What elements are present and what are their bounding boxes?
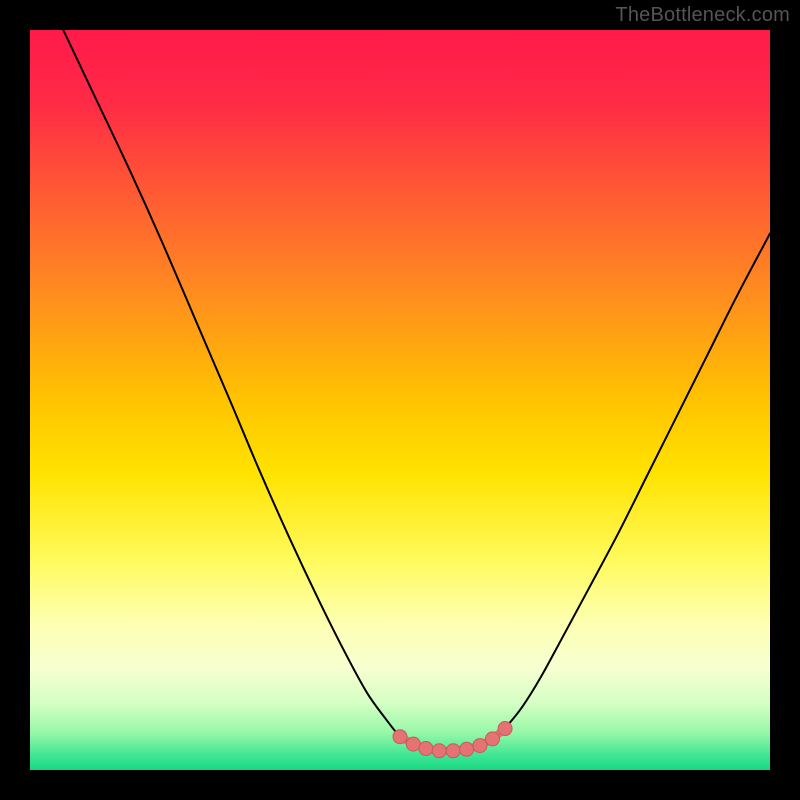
bottleneck-chart [0, 0, 800, 800]
marker-point [486, 732, 500, 746]
marker-point [498, 722, 512, 736]
marker-point [432, 744, 446, 758]
watermark-text: TheBottleneck.com [615, 4, 790, 27]
marker-point [406, 737, 420, 751]
plot-background [30, 30, 770, 770]
marker-point [393, 730, 407, 744]
chart-container: TheBottleneck.com [0, 0, 800, 800]
marker-point [473, 739, 487, 753]
marker-point [419, 742, 433, 756]
marker-point [446, 744, 460, 758]
marker-point [460, 742, 474, 756]
